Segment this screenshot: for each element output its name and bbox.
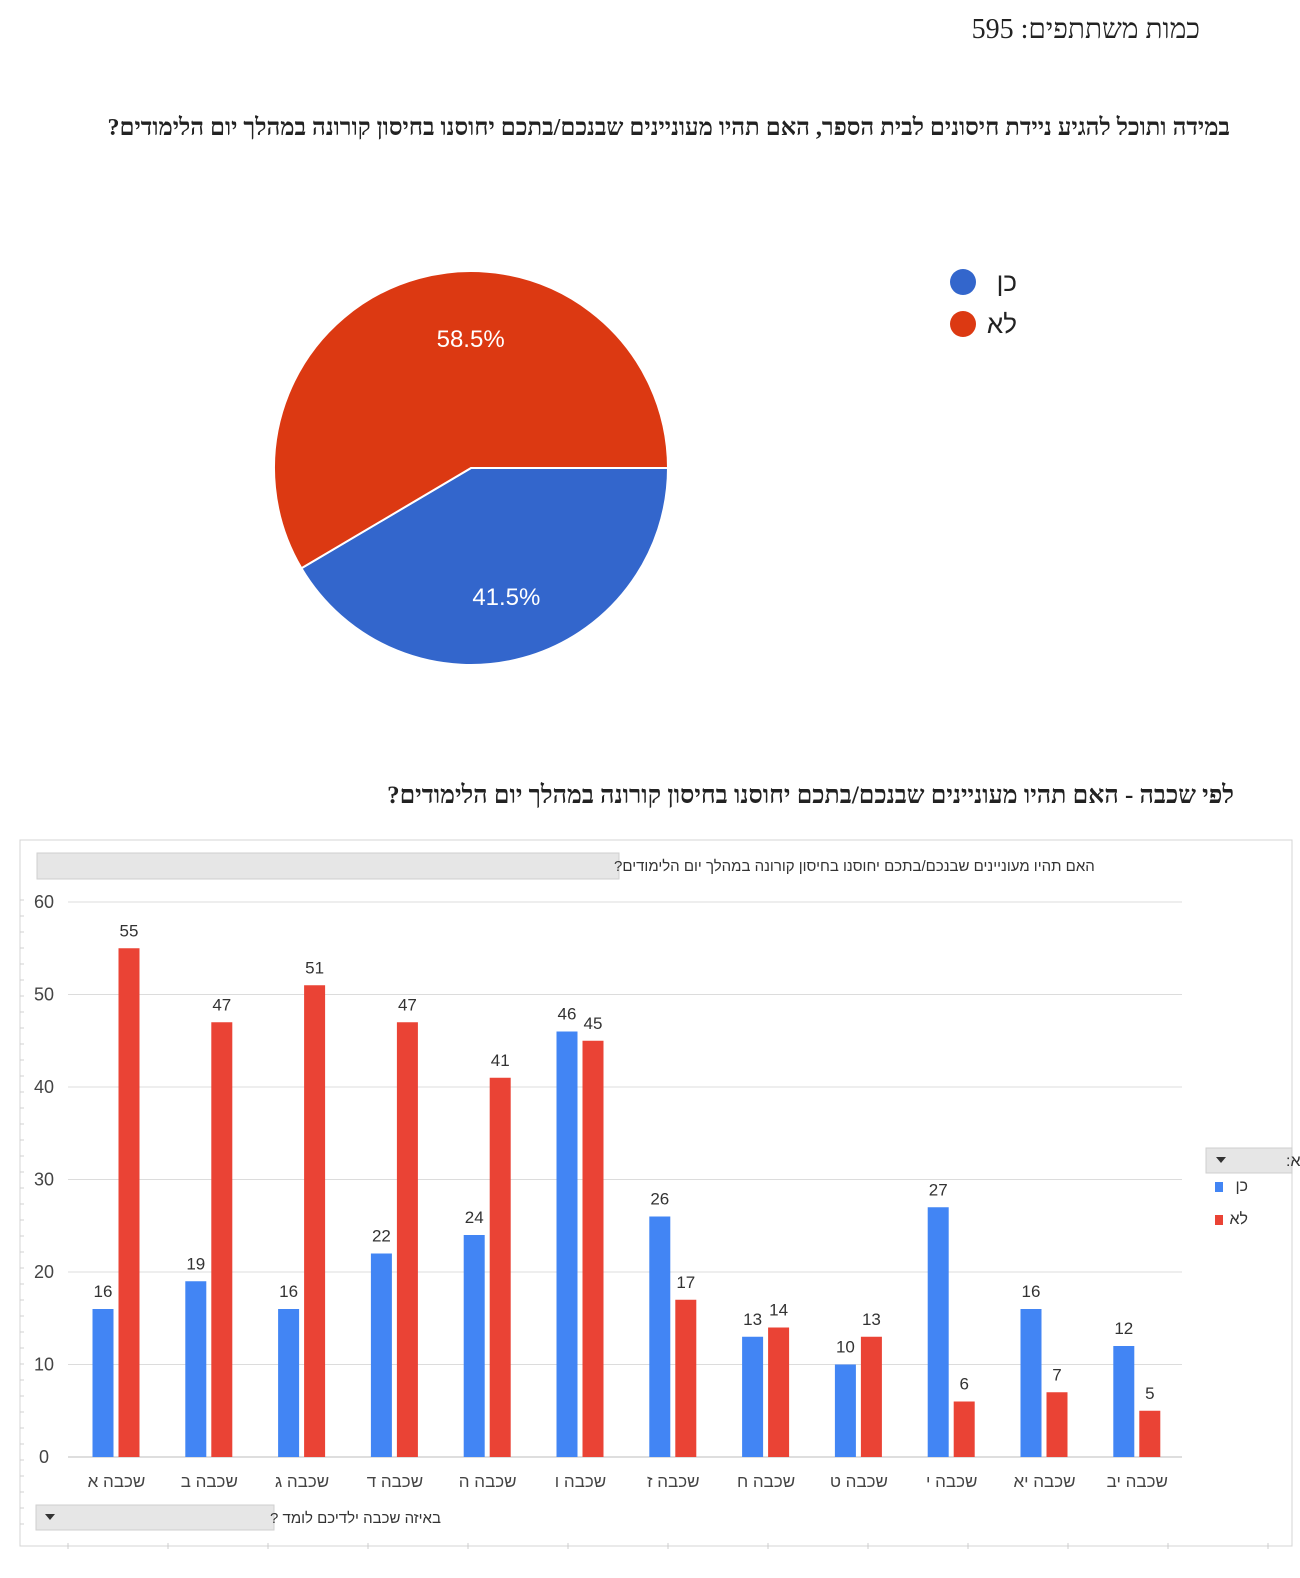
x-axis-dropdown (35, 1504, 275, 1531)
bar-value-label: 22 (372, 1227, 391, 1246)
bar-yes (185, 1281, 207, 1457)
bar-value-label: 47 (398, 995, 417, 1014)
bar-value-label: 16 (94, 1282, 113, 1301)
pie-slice-label: 41.5% (472, 584, 540, 611)
bar-no (1139, 1410, 1161, 1457)
pie-legend-label: לא (987, 309, 1017, 339)
x-category-label: שכבה א (88, 1472, 146, 1491)
bar-no (582, 1040, 604, 1457)
x-category-label: שכבה ד (367, 1472, 423, 1491)
bar-value-label: 41 (491, 1051, 510, 1070)
legend-title-box (1205, 1147, 1293, 1174)
x-category-label: שכבה יב (1107, 1472, 1168, 1491)
x-axis-label: באיזה שכבה ילדיכם לומד ? (270, 1510, 441, 1527)
y-tick-label: 60 (34, 892, 54, 912)
x-category-label: שכבה ג (275, 1472, 329, 1491)
bar-value-label: 10 (836, 1338, 855, 1357)
x-category-label: שכבה ו (555, 1472, 606, 1491)
bar-yes (649, 1216, 671, 1457)
x-category-label: שכבה ב (181, 1472, 238, 1491)
y-tick-label: 50 (34, 985, 54, 1005)
bar-no (489, 1077, 511, 1457)
bar-value-label: 5 (1145, 1384, 1154, 1403)
bar-yes (834, 1364, 856, 1457)
bar-yes (556, 1031, 578, 1457)
participants-count: כמות משתתפים: 595 (971, 14, 1200, 45)
chevron-down-icon (45, 1514, 55, 1520)
bar-value-label: 19 (186, 1254, 205, 1273)
bar-yes (742, 1336, 764, 1457)
legend-dot-1 (950, 311, 976, 337)
x-category-label: שכבה ז (647, 1472, 700, 1491)
bar-yes (92, 1309, 114, 1457)
bar-yes (278, 1309, 300, 1457)
bar-title-box (36, 852, 620, 880)
bar-yes (927, 1207, 949, 1457)
bar-no (396, 1022, 418, 1457)
pie-legend-label: כן (997, 267, 1017, 297)
x-category-label: שכבה י (926, 1472, 977, 1491)
bar-value-label: 55 (120, 921, 139, 940)
legend-title: מקרא: (1286, 1153, 1300, 1170)
bar-no (860, 1336, 882, 1457)
bar-yes (1020, 1309, 1042, 1457)
bar-value-label: 12 (1114, 1319, 1133, 1338)
legend-swatch-0 (1215, 1182, 1223, 1192)
bar-value-label: 51 (305, 958, 324, 977)
bar-value-label: 7 (1052, 1365, 1061, 1384)
bar-value-label: 45 (584, 1014, 603, 1033)
bar-no (304, 985, 326, 1457)
bar-chart-title: האם תהיו מעוניינים שבנכם/בתכם יחוסנו בחי… (614, 858, 1095, 875)
bar-value-label: 24 (465, 1208, 484, 1227)
y-tick-label: 0 (39, 1447, 49, 1467)
bar-value-label: 16 (279, 1282, 298, 1301)
bar-yes (463, 1235, 485, 1457)
bar-value-label: 27 (929, 1180, 948, 1199)
y-tick-label: 20 (34, 1262, 54, 1282)
pie-slice-1 (273, 270, 670, 570)
y-tick-label: 40 (34, 1077, 54, 1097)
x-category-label: שכבה יא (1013, 1472, 1075, 1491)
bar-value-label: 13 (862, 1310, 881, 1329)
bar-no (675, 1299, 697, 1457)
bar-no (953, 1401, 975, 1457)
bar-no (118, 948, 140, 1457)
bar-no (1046, 1392, 1068, 1457)
y-tick-label: 10 (34, 1355, 54, 1375)
bar-value-label: 14 (769, 1301, 788, 1320)
chevron-down-icon (1216, 1157, 1226, 1163)
bar-legend-label: לא (1229, 1210, 1248, 1228)
legend-swatch-1 (1215, 1215, 1223, 1225)
pie-slice-0 (300, 467, 670, 666)
bar-value-label: 26 (650, 1190, 669, 1209)
bar-legend-label: כן (1235, 1178, 1248, 1195)
x-category-label: שכבה ה (459, 1472, 517, 1491)
bar-value-label: 46 (558, 1005, 577, 1024)
pie-slice-label: 58.5% (437, 326, 505, 353)
bar-yes (370, 1253, 392, 1457)
bar-no (211, 1022, 233, 1457)
bar-value-label: 17 (676, 1273, 695, 1292)
bar-yes (1113, 1346, 1135, 1457)
bar-value-label: 47 (212, 995, 231, 1014)
bar-value-label: 13 (743, 1310, 762, 1329)
bar-no (768, 1327, 790, 1457)
pie-question-title: במידה ותוכל להגיע ניידת חיסונים לבית הספ… (107, 115, 1230, 141)
y-tick-label: 30 (34, 1170, 54, 1190)
legend-dot-0 (950, 269, 976, 295)
x-category-label: שכבה ט (830, 1472, 888, 1491)
pie-chart: 41.5% 58.5% כן לא (273, 267, 1017, 666)
bar-value-label: 6 (959, 1375, 968, 1394)
x-category-label: שכבה ח (737, 1472, 795, 1491)
bar-question-title: לפי שכבה - האם תהיו מעוניינים שבנכם/בתכם… (387, 782, 1234, 809)
bar-value-label: 16 (1022, 1282, 1041, 1301)
